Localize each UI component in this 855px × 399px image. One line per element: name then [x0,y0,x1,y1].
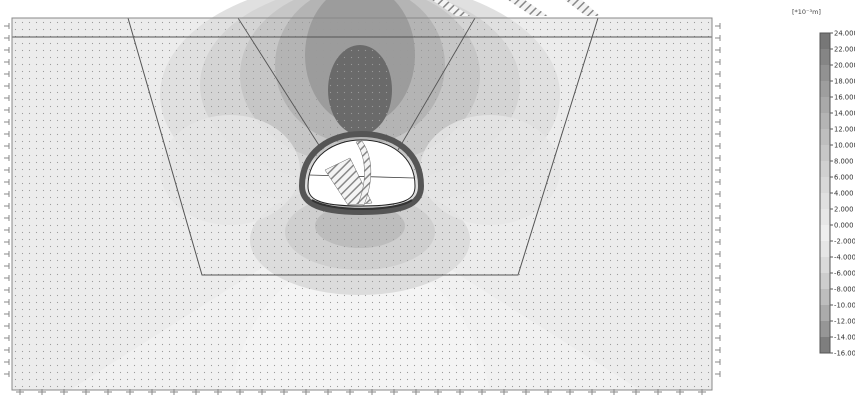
tunnel-hatched-wedge [324,157,373,206]
hatched-strip-2 [508,0,548,16]
legend-tick-label: 6.000 [834,173,853,181]
legend-tick-label: 16.000 [834,93,855,101]
legend-tick-label: -16.000 [834,349,855,357]
bottom-boundary-supports [16,389,706,395]
tunnel-interior [307,139,416,207]
legend-tick-label: 22.000 [834,45,855,53]
legend-tick-label: -4.000 [834,253,855,261]
legend-color-band [820,289,830,305]
legend-unit-label: [*10⁻³m] [792,8,821,16]
legend-color-band [820,257,830,273]
legend-tick-label: 4.000 [834,189,853,197]
hatched-strip-1 [432,0,470,16]
legend-tick-label: 2.000 [834,205,853,213]
legend-tick-label: 12.000 [834,125,855,133]
deformation-contour-svg [4,0,721,395]
left-boundary-supports [4,23,10,377]
color-legend: [*10⁻³m] 24.000 22.000 20.000 18.000 16.000 1… [790,0,855,395]
legend-color-band [820,209,830,225]
legend-color-band [820,305,830,321]
legend-color-band [820,145,830,161]
contour-plot-area[interactable] [0,0,725,395]
legend-tick-label: 18.000 [834,77,855,85]
legend-color-band [820,161,830,177]
legend-tick-label: -14.000 [834,333,855,341]
legend-color-band [820,273,830,289]
tunnel-section[interactable] [298,130,425,216]
legend-color-band [820,337,830,353]
legend-tick-label: 0.000 [834,221,853,229]
legend-tick-label: -8.000 [834,285,855,293]
tunnel-invert [311,199,413,210]
legend-color-band [820,65,830,81]
tunnel-outer-ring [298,130,425,216]
legend-color-band [820,177,830,193]
excavation-outline [127,17,599,276]
legend-color-band [820,193,830,209]
hatched-strip-3 [565,0,600,16]
legend-color-band [820,321,830,337]
legend-color-band [820,113,830,129]
legend-color-band [820,129,830,145]
inner-line-right [397,17,476,151]
tunnel-hatched-arc [355,140,372,206]
legend-scale-svg: 24.000 22.000 20.000 18.000 16.000 14.000 12.0… [819,29,855,357]
legend-color-band [820,241,830,257]
legend-tick-label: 24.000 [834,29,855,37]
legend-tick-label: 20.000 [834,61,855,69]
inner-line-left [237,17,323,151]
legend-tick-label: -2.000 [834,237,855,245]
legend-tick-label: -6.000 [834,269,855,277]
legend-color-band [820,97,830,113]
legend-color-band [820,33,830,49]
legend-tick-label: -10.000 [834,301,855,309]
legend-tick-label: 8.000 [834,157,853,165]
right-boundary-supports [715,23,721,377]
legend-tick-label: -12.000 [834,317,855,325]
legend-color-band [820,81,830,97]
legend-color-band [820,225,830,241]
legend-tick-label: 10.000 [834,141,855,149]
tunnel-horizontal-divider [308,174,415,179]
model-boundary [11,17,713,391]
legend-color-band [820,49,830,65]
legend-tick-label: 14.000 [834,109,855,117]
